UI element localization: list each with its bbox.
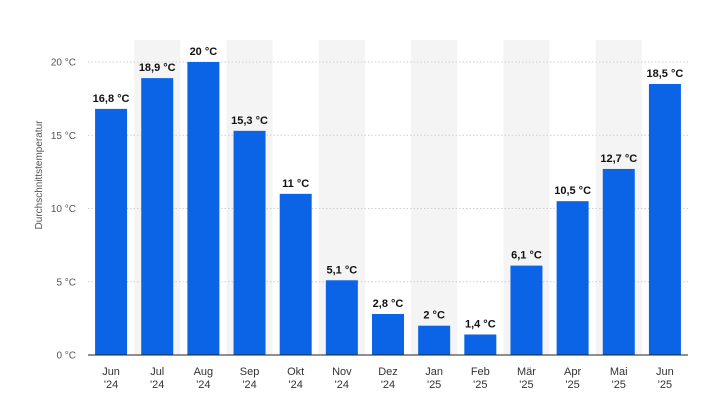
bar bbox=[187, 62, 220, 355]
data-labels: 16,8 °C 18,9 °C 20 °C 15,3 °C 11 °C 5,1 °C 2,8… bbox=[93, 46, 684, 330]
x-tick-label-year: '25 bbox=[658, 379, 672, 391]
x-tick-label: Dez bbox=[378, 366, 398, 378]
x-tick-label-year: '25 bbox=[612, 379, 626, 391]
y-tick-label: 5 °C bbox=[56, 277, 76, 288]
x-tick-label-year: '24 bbox=[196, 379, 210, 391]
background-band bbox=[411, 40, 458, 355]
bar bbox=[141, 78, 174, 356]
bar bbox=[602, 168, 635, 355]
data-label: 20 °C bbox=[190, 46, 218, 58]
y-axis-ticks: 0 °C 5 °C 10 °C 15 °C 20 °C bbox=[51, 58, 76, 362]
y-tick-label: 20 °C bbox=[51, 58, 76, 69]
data-label: 10,5 °C bbox=[554, 185, 591, 197]
x-tick-label-year: '25 bbox=[565, 379, 579, 391]
data-label: 2 °C bbox=[423, 310, 445, 322]
data-label: 15,3 °C bbox=[231, 115, 268, 127]
data-label: 1,4 °C bbox=[465, 318, 496, 330]
x-tick-label-year: '24 bbox=[381, 379, 395, 391]
x-tick-label-year: '24 bbox=[289, 379, 303, 391]
x-tick-label-year: '24 bbox=[150, 379, 164, 391]
bar bbox=[464, 334, 497, 355]
data-label: 11 °C bbox=[282, 178, 309, 190]
x-tick-label: Aug bbox=[194, 366, 214, 378]
x-tick-label: Nov bbox=[332, 366, 352, 378]
x-tick-label-year: '24 bbox=[104, 379, 118, 391]
bar bbox=[325, 280, 358, 355]
data-label: 18,5 °C bbox=[647, 68, 684, 80]
bar bbox=[279, 193, 312, 355]
x-axis-labels: Jun'24Jul'24Aug'24Sep'24Okt'24Nov'24Dez'… bbox=[102, 366, 674, 391]
x-tick-label: Feb bbox=[471, 366, 490, 378]
x-tick-label: Mai bbox=[610, 366, 628, 378]
x-tick-label-year: '25 bbox=[473, 379, 487, 391]
y-tick-label: 0 °C bbox=[56, 351, 76, 362]
y-tick-label: 15 °C bbox=[51, 131, 76, 142]
x-tick-label-year: '25 bbox=[519, 379, 533, 391]
bar bbox=[418, 325, 451, 355]
x-tick-label: Jan bbox=[425, 366, 443, 378]
x-tick-label: Jul bbox=[150, 366, 164, 378]
bar bbox=[556, 201, 589, 355]
data-label: 18,9 °C bbox=[139, 62, 176, 74]
bars bbox=[95, 62, 681, 356]
x-tick-label: Apr bbox=[564, 366, 581, 378]
data-label: 6,1 °C bbox=[511, 250, 542, 262]
data-label: 2,8 °C bbox=[373, 298, 404, 310]
x-tick-label: Sep bbox=[240, 366, 260, 378]
bar bbox=[233, 130, 266, 355]
x-tick-label: Okt bbox=[287, 366, 304, 378]
bar bbox=[372, 313, 404, 355]
bar bbox=[95, 108, 128, 355]
x-tick-label: Jun bbox=[656, 366, 674, 378]
data-label: 16,8 °C bbox=[93, 93, 130, 105]
x-tick-label-year: '24 bbox=[335, 379, 349, 391]
x-tick-label: Jun bbox=[102, 366, 120, 378]
data-label: 12,7 °C bbox=[600, 153, 637, 165]
x-tick-label: Mär bbox=[517, 366, 536, 378]
bar bbox=[648, 83, 681, 355]
bar bbox=[510, 265, 543, 355]
x-tick-label-year: '24 bbox=[242, 379, 256, 391]
y-axis-title: Durchschnittstemperatur bbox=[34, 120, 45, 230]
x-tick-label-year: '25 bbox=[427, 379, 441, 391]
y-tick-label: 10 °C bbox=[51, 204, 76, 215]
data-label: 5,1 °C bbox=[326, 264, 357, 276]
